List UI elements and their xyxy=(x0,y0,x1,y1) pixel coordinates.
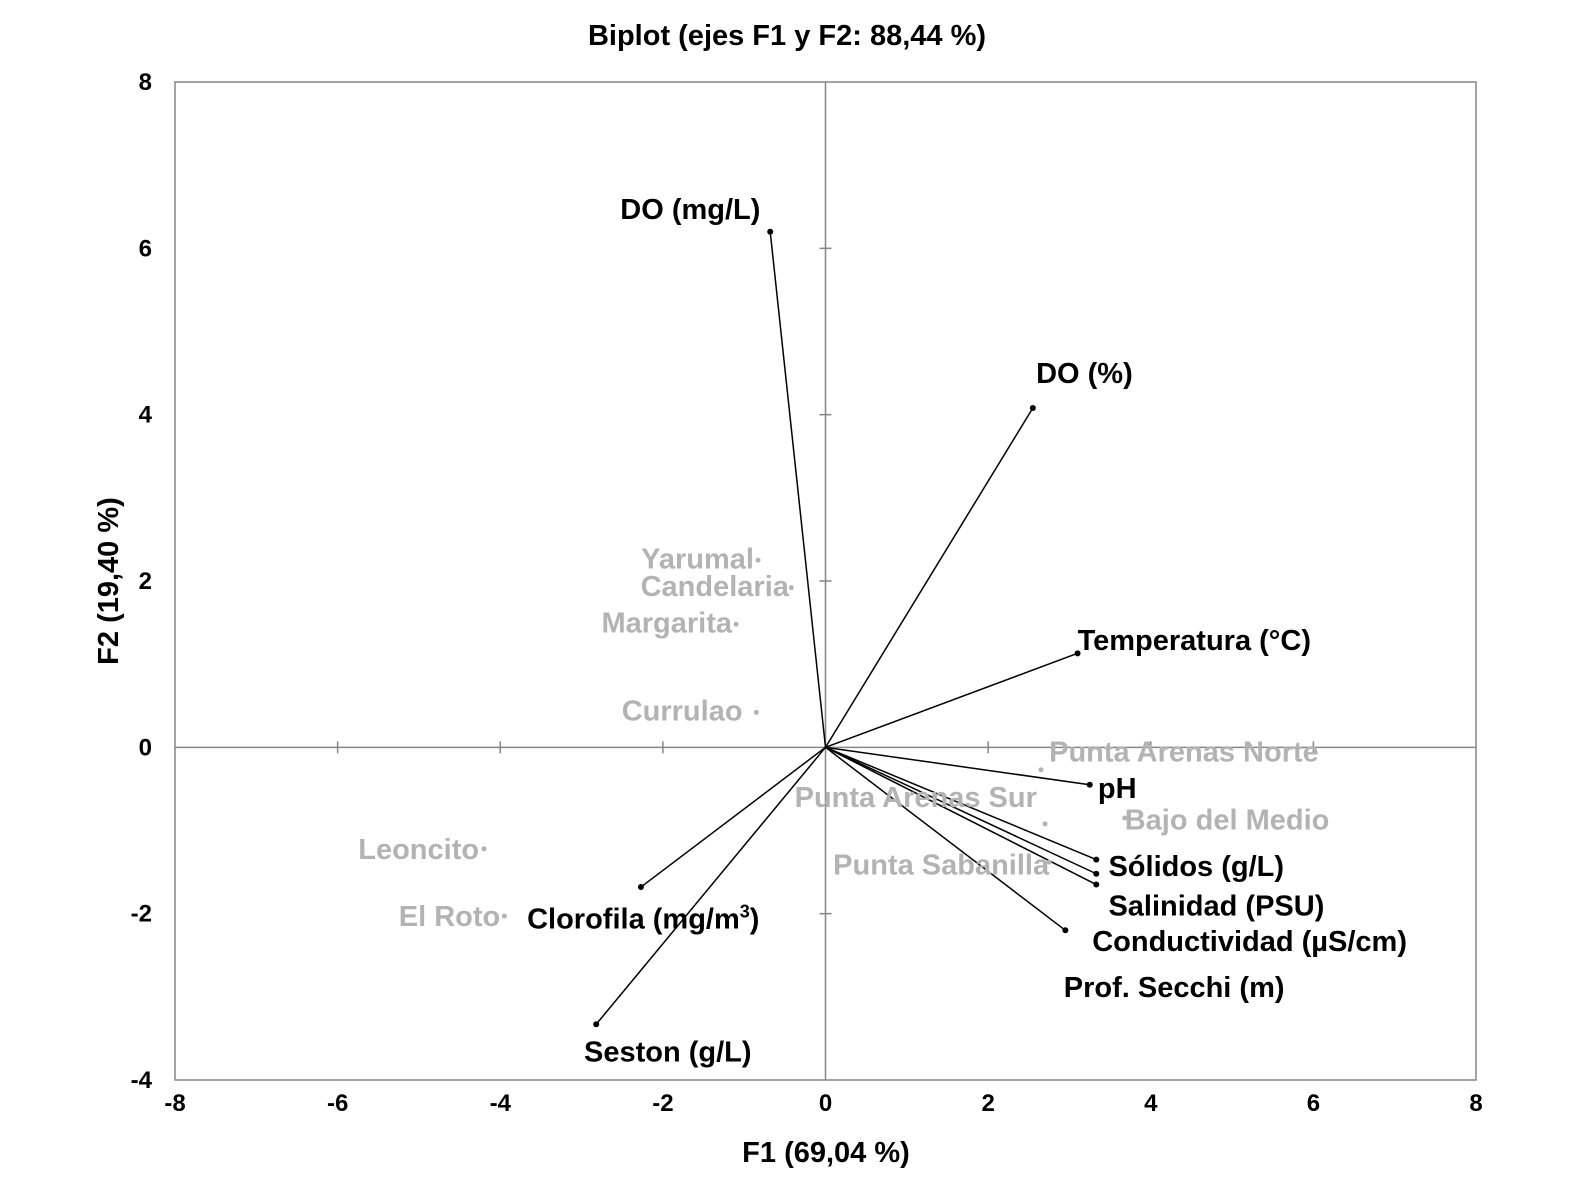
variable-label: Temperatura (°C) xyxy=(1078,625,1311,657)
variable-endpoint xyxy=(1074,650,1081,657)
observation-label: Punta Sabanilla xyxy=(833,850,1050,882)
x-tick-label: 8 xyxy=(1469,1090,1482,1117)
observation-point xyxy=(788,585,794,591)
x-tick-label: 6 xyxy=(1307,1090,1320,1117)
observation-point xyxy=(1038,767,1044,773)
variable-vector xyxy=(825,746,1097,875)
observation-label: Leoncito xyxy=(358,834,479,866)
y-tick-label: 6 xyxy=(139,235,152,262)
observation-point xyxy=(733,621,739,627)
x-tick-label: -2 xyxy=(652,1090,673,1117)
variable-vector xyxy=(825,652,1078,749)
x-tick-label: -4 xyxy=(490,1090,512,1117)
observation-point xyxy=(1046,859,1052,865)
x-tick-label: -8 xyxy=(164,1090,185,1117)
variable-label: Prof. Secchi (m) xyxy=(1064,972,1285,1004)
x-tick-label: 0 xyxy=(819,1090,832,1117)
variable-label: Clorofila (mg/m3) xyxy=(527,902,759,936)
observation-point xyxy=(501,913,507,919)
x-tick-label: -6 xyxy=(327,1090,348,1117)
variable-label: Conductividad (µS/cm) xyxy=(1092,926,1407,958)
variable-vector xyxy=(825,746,1097,861)
variable-endpoint xyxy=(1029,405,1036,412)
variable-label: Sólidos (g/L) xyxy=(1108,851,1284,883)
y-tick-label: 2 xyxy=(139,568,152,595)
variable-label: Seston (g/L) xyxy=(584,1037,752,1069)
observation-point xyxy=(1042,821,1048,827)
variable-endpoint xyxy=(593,1021,600,1028)
variable-endpoint xyxy=(767,228,774,235)
observation-label: El Roto xyxy=(399,901,501,933)
x-tick-label: 4 xyxy=(1144,1090,1158,1117)
y-tick-label: 0 xyxy=(139,734,152,761)
variable-label: DO (%) xyxy=(1036,358,1133,390)
x-axis-label: F1 (69,04 %) xyxy=(742,1137,910,1169)
observation-label: Punta Arenas Norte xyxy=(1049,736,1319,768)
y-tick-label: 8 xyxy=(139,69,152,96)
variable-vector xyxy=(640,746,826,888)
observation-point xyxy=(753,709,759,715)
observation-label: Margarita xyxy=(601,608,732,640)
variable-endpoint xyxy=(1093,881,1100,888)
observation-label: Candelaria xyxy=(641,571,790,603)
variable-vector xyxy=(769,231,827,748)
variable-vector xyxy=(824,407,1034,748)
variable-endpoint xyxy=(1086,781,1093,788)
y-tick-label: -4 xyxy=(131,1067,153,1094)
y-tick-label: 4 xyxy=(139,402,153,429)
variable-endpoint xyxy=(637,884,644,891)
y-tick-label: -2 xyxy=(131,901,152,928)
variable-label: Salinidad (PSU) xyxy=(1108,890,1324,922)
observation-label: Currulao xyxy=(622,696,743,728)
observation-label: Bajo del Medio xyxy=(1125,805,1330,837)
variable-vector xyxy=(825,746,1066,931)
y-axis-label: F2 (19,40 %) xyxy=(93,497,125,665)
variable-label: pH xyxy=(1098,773,1137,805)
variable-endpoint xyxy=(1093,870,1100,877)
observation-point xyxy=(481,846,487,852)
variable-vector xyxy=(595,746,827,1025)
variable-endpoint xyxy=(1093,856,1100,863)
observation-point xyxy=(1122,815,1128,821)
variable-endpoint xyxy=(1062,927,1069,934)
observation-label: Punta Arenas Sur xyxy=(795,782,1037,814)
variable-label: DO (mg/L) xyxy=(620,194,760,226)
observation-label: Yarumal xyxy=(641,544,754,576)
variable-vector xyxy=(825,746,1090,786)
x-tick-label: 2 xyxy=(981,1090,994,1117)
chart-title: Biplot (ejes F1 y F2: 88,44 %) xyxy=(588,20,986,52)
observation-point xyxy=(755,557,761,563)
